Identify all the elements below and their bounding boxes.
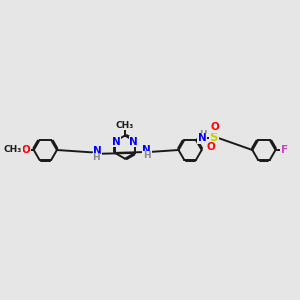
Text: H: H (143, 151, 151, 160)
Text: H: H (92, 153, 100, 162)
Text: N: N (93, 146, 102, 156)
Text: O: O (207, 142, 215, 152)
Text: O: O (211, 122, 219, 132)
Text: CH₃: CH₃ (4, 146, 22, 154)
Text: H: H (199, 130, 206, 139)
Text: N: N (198, 133, 207, 143)
Text: N: N (142, 145, 151, 155)
Text: S: S (210, 131, 218, 144)
Text: O: O (21, 145, 30, 155)
Text: N: N (130, 137, 138, 147)
Text: N: N (112, 137, 121, 147)
Text: F: F (280, 145, 288, 155)
Text: CH₃: CH₃ (116, 121, 134, 130)
